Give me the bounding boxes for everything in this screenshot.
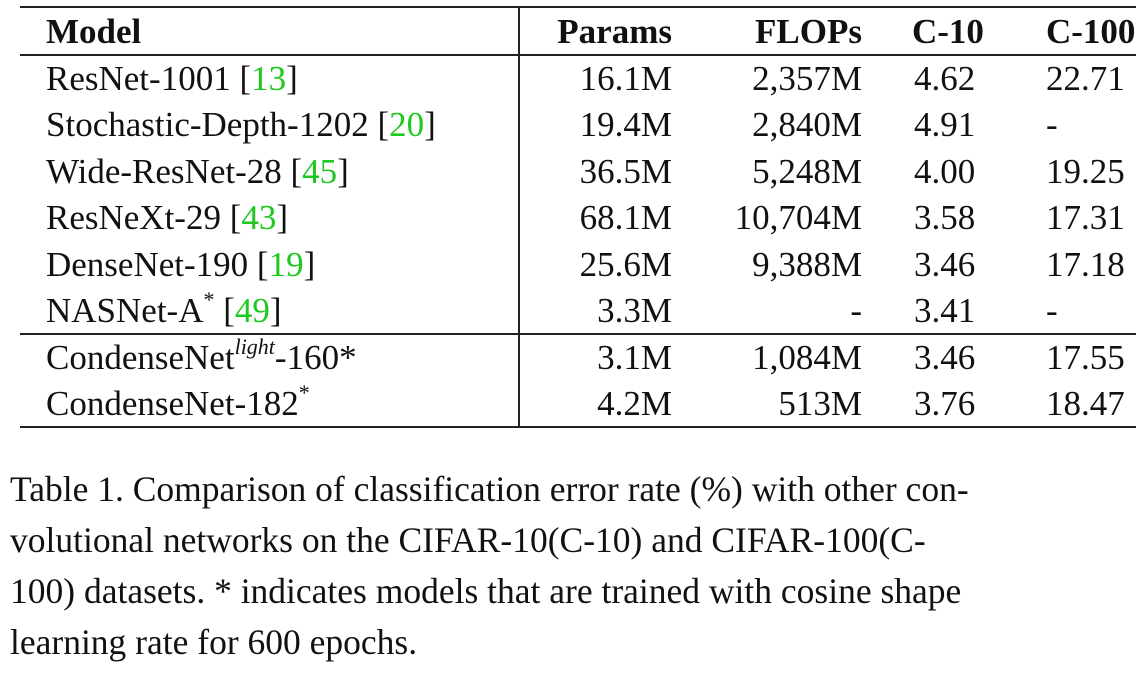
c100-cell: 17.55 [1046, 338, 1125, 378]
c10-cell: 3.41 [914, 290, 976, 330]
params-cell: 68.1M [579, 198, 672, 238]
model-name-text: ResNet-1001 [46, 59, 231, 99]
citation-link[interactable]: 43 [241, 198, 277, 238]
flops-cell: 5,248M [752, 151, 862, 191]
caption-line: Table 1. Comparison of classification er… [10, 469, 969, 509]
c10-cell: 4.00 [914, 151, 976, 191]
caption-line: volutional networks on the CIFAR-10(C-10… [10, 520, 926, 560]
flops-cell: 2,357M [752, 59, 862, 99]
citation-link[interactable]: 20 [389, 105, 425, 145]
table-row: DenseNet-190 [19] 25.6M 9,388M 3.46 17.1… [20, 241, 1136, 288]
model-name: Stochastic-Depth-1202 [20] [20, 101, 520, 148]
flops-cell: 9,388M [752, 244, 862, 284]
caption-line: learning rate for 600 epochs. [10, 622, 418, 662]
c10-cell: 3.76 [914, 383, 976, 423]
asterisk-superscript: * [203, 286, 215, 312]
model-name: DenseNet-190 [19] [20, 241, 520, 288]
header-row: Model Params FLOPs C-10 C-100 [20, 7, 1136, 55]
flops-cell: 10,704M [734, 198, 862, 238]
c100-cell: - [1046, 290, 1058, 330]
citation-link[interactable]: 13 [251, 59, 287, 99]
c100-cell: 18.47 [1046, 383, 1125, 423]
c10-cell: 3.58 [914, 198, 976, 238]
header-model: Model [20, 7, 520, 55]
c100-cell: 17.18 [1046, 244, 1125, 284]
params-cell: 4.2M [597, 383, 672, 423]
model-name: NASNet-A* [49] [20, 286, 520, 334]
table-row: Stochastic-Depth-1202 [20] 19.4M 2,840M … [20, 101, 1136, 148]
model-name-text: NASNet-A [46, 290, 204, 330]
table-row: ResNet-1001 [13] 16.1M 2,357M 4.62 22.71 [20, 55, 1136, 102]
flops-cell: 2,840M [752, 105, 862, 145]
c10-cell: 4.91 [914, 105, 976, 145]
params-cell: 3.1M [597, 338, 672, 378]
c100-cell: 22.71 [1046, 59, 1125, 99]
comparison-table-container: Model Params FLOPs C-10 C-100 ResNet-100… [20, 6, 1136, 428]
citation-link[interactable]: 45 [302, 151, 338, 191]
model-name-text: Stochastic-Depth-1202 [46, 105, 369, 145]
table-row: CondenseNet-182* 4.2M 513M 3.76 18.47 [20, 379, 1136, 427]
light-superscript: light [234, 334, 275, 360]
model-name-text: CondenseNet-182 [46, 383, 299, 423]
flops-cell: 1,084M [752, 338, 862, 378]
model-name-text: Wide-ResNet-28 [46, 151, 282, 191]
c100-cell: 19.25 [1046, 151, 1125, 191]
model-name-text: ResNeXt-29 [46, 198, 221, 238]
flops-cell: 513M [778, 383, 862, 423]
model-name: CondenseNet-182* [20, 379, 520, 427]
header-params: Params [557, 11, 672, 51]
model-name: Wide-ResNet-28 [45] [20, 148, 520, 195]
model-name: ResNeXt-29 [43] [20, 194, 520, 241]
comparison-table: Model Params FLOPs C-10 C-100 ResNet-100… [20, 6, 1136, 428]
params-cell: 36.5M [579, 151, 672, 191]
table-row: ResNeXt-29 [43] 68.1M 10,704M 3.58 17.31 [20, 194, 1136, 241]
c10-cell: 3.46 [914, 338, 976, 378]
c10-cell: 4.62 [914, 59, 976, 99]
model-name-text: DenseNet-190 [46, 244, 249, 284]
header-c100: C-100 [1046, 11, 1136, 51]
table-row: NASNet-A* [49] 3.3M - 3.41 - [20, 286, 1136, 334]
asterisk-superscript: * [298, 379, 310, 405]
params-cell: 16.1M [579, 59, 672, 99]
table-body-baselines: ResNet-1001 [13] 16.1M 2,357M 4.62 22.71… [20, 55, 1136, 334]
header-c10: C-10 [912, 11, 984, 51]
model-name-text: CondenseNet [46, 338, 235, 378]
model-name: CondenseNetlight-160* [20, 334, 520, 381]
c10-cell: 3.46 [914, 244, 976, 284]
table-caption: Table 1. Comparison of classification er… [10, 464, 1134, 668]
params-cell: 25.6M [579, 244, 672, 284]
params-cell: 19.4M [579, 105, 672, 145]
c100-cell: 17.31 [1046, 198, 1125, 238]
citation-link[interactable]: 49 [234, 290, 270, 330]
table-row: CondenseNetlight-160* 3.1M 1,084M 3.46 1… [20, 334, 1136, 381]
header-flops: FLOPs [755, 11, 862, 51]
table-row: Wide-ResNet-28 [45] 36.5M 5,248M 4.00 19… [20, 148, 1136, 195]
c100-cell: - [1046, 105, 1058, 145]
citation-link[interactable]: 19 [268, 244, 304, 284]
model-name: ResNet-1001 [13] [20, 55, 520, 102]
params-cell: 3.3M [597, 290, 672, 330]
flops-cell: - [850, 290, 862, 330]
table-body-condensenet: CondenseNetlight-160* 3.1M 1,084M 3.46 1… [20, 334, 1136, 427]
caption-line: 100) datasets. * indicates models that a… [10, 571, 962, 611]
table-header: Model Params FLOPs C-10 C-100 [20, 7, 1136, 55]
model-name-suffix: -160* [274, 338, 357, 378]
